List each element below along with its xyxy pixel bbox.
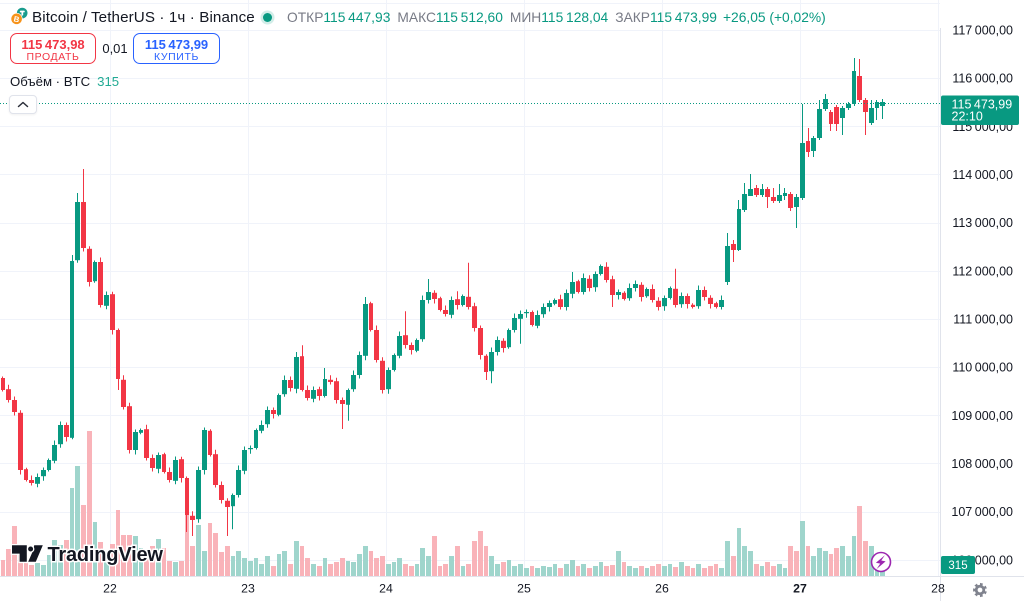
svg-text:24: 24 <box>379 581 393 595</box>
svg-text:108 000,00: 108 000,00 <box>951 457 1013 471</box>
svg-text:114 000,00: 114 000,00 <box>952 168 1013 182</box>
svg-text:TradingView: TradingView <box>48 544 164 566</box>
svg-text:315: 315 <box>948 560 967 572</box>
svg-text:113 000,00: 113 000,00 <box>952 216 1013 230</box>
svg-text:27: 27 <box>793 581 807 595</box>
svg-text:116 000,00: 116 000,00 <box>952 72 1013 86</box>
svg-text:111 000,00: 111 000,00 <box>953 313 1013 327</box>
svg-text:22: 22 <box>103 581 117 595</box>
svg-text:28: 28 <box>931 581 945 595</box>
svg-text:22:10: 22:10 <box>952 109 983 123</box>
svg-text:23: 23 <box>241 581 255 595</box>
svg-text:107 000,00: 107 000,00 <box>951 505 1013 519</box>
svg-text:25: 25 <box>517 581 531 595</box>
svg-text:117 000,00: 117 000,00 <box>952 23 1013 37</box>
svg-text:26: 26 <box>655 581 669 595</box>
svg-text:109 000,00: 109 000,00 <box>951 409 1013 423</box>
svg-text:115 473,99: 115 473,99 <box>952 98 1013 112</box>
svg-text:112 000,00: 112 000,00 <box>952 264 1013 278</box>
svg-text:B: B <box>13 14 21 24</box>
svg-text:110 000,00: 110 000,00 <box>952 361 1013 375</box>
